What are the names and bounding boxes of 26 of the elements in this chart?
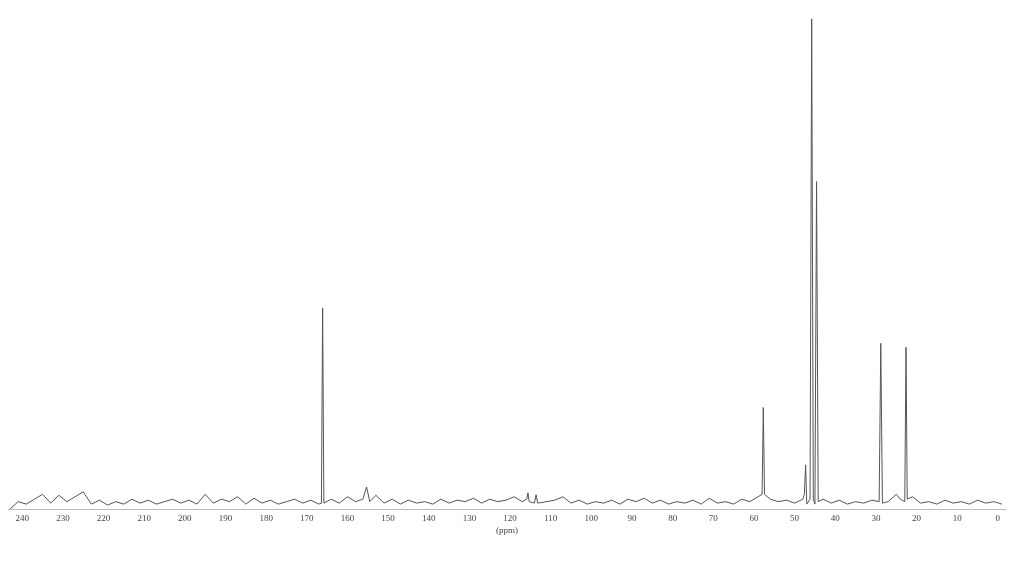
x-tick-label: 190 (218, 512, 233, 523)
x-tick-label: 210 (137, 512, 152, 523)
x-tick-label: 240 (15, 512, 30, 523)
x-tick-label: 90 (627, 512, 637, 523)
x-tick-label: 220 (96, 512, 111, 523)
x-tick-label: 10 (952, 512, 963, 523)
x-tick-label: 100 (584, 512, 599, 523)
x-tick-label: 80 (668, 512, 678, 523)
x-tick-label: 30 (871, 512, 881, 523)
x-tick-label: 110 (544, 512, 558, 523)
x-tick-label: 50 (790, 512, 800, 523)
x-tick-label: 120 (503, 512, 518, 523)
x-tick-label: 230 (56, 512, 71, 523)
x-tick-label: 200 (178, 512, 193, 523)
x-tick-label: 0 (995, 512, 1001, 523)
x-tick-label: 160 (340, 512, 355, 523)
x-axis-title: (ppm) (496, 524, 518, 535)
x-tick-label: 150 (381, 512, 396, 523)
x-tick-label: 40 (830, 512, 841, 523)
x-tick-label: 130 (462, 512, 477, 523)
x-tick-label: 140 (422, 512, 436, 523)
x-tick-label: 70 (708, 512, 719, 523)
x-tick-label: 180 (259, 512, 274, 523)
x-tick-label: 170 (300, 512, 315, 523)
x-tick-label: 60 (749, 512, 759, 523)
x-tick-label: 20 (912, 512, 922, 523)
